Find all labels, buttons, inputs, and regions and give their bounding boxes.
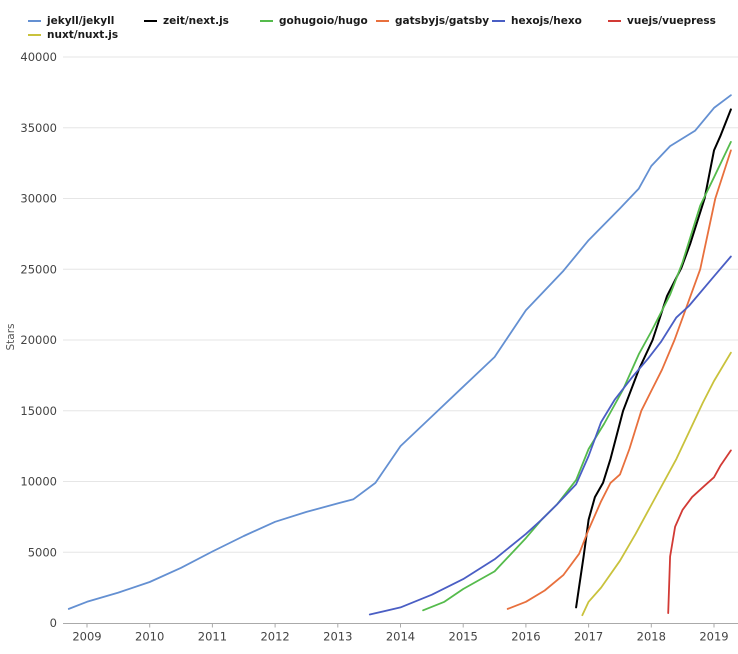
- y-tick-label-10000: 10000: [20, 475, 57, 489]
- legend-swatch-gatsby: [376, 20, 389, 22]
- legend-swatch-vuepress: [608, 20, 621, 22]
- x-tick-label-2012: 2012: [260, 630, 289, 644]
- y-tick-label-35000: 35000: [20, 121, 57, 135]
- legend-label: gohugoio/hugo: [279, 15, 368, 27]
- x-tick-label-2019: 2019: [699, 630, 728, 644]
- x-tick-label-2010: 2010: [135, 630, 164, 644]
- y-tick-label-40000: 40000: [20, 50, 57, 64]
- series-line-zeit-next-js: [575, 108, 732, 609]
- legend-item-jekyll[interactable]: jekyll/jekyll: [28, 14, 144, 28]
- legend-label: hexojs/hexo: [511, 15, 582, 27]
- y-tick-label-25000: 25000: [20, 262, 57, 276]
- x-tick-label-2011: 2011: [198, 630, 227, 644]
- legend-label: zeit/next.js: [163, 15, 229, 27]
- series-line-nuxt-nuxt-js: [581, 351, 732, 617]
- y-tick-label-15000: 15000: [20, 404, 57, 418]
- legend-label: gatsbyjs/gatsby: [395, 15, 490, 27]
- legend-swatch-hexo: [492, 20, 505, 22]
- legend-label: nuxt/nuxt.js: [47, 29, 119, 41]
- legend-item-gatsby[interactable]: gatsbyjs/gatsby: [376, 14, 492, 28]
- x-tick-label-2016: 2016: [511, 630, 540, 644]
- series-line-gohugoio-hugo: [422, 140, 732, 612]
- x-tick-label-2015: 2015: [449, 630, 478, 644]
- x-tick-label-2009: 2009: [72, 630, 101, 644]
- x-tick-label-2013: 2013: [323, 630, 352, 644]
- legend-item-nextjs[interactable]: zeit/next.js: [144, 14, 260, 28]
- x-tick-label-2017: 2017: [574, 630, 603, 644]
- legend-swatch-nextjs: [144, 20, 157, 22]
- chart-legend: jekyll/jekyll zeit/next.js gohugoio/hugo…: [0, 14, 738, 42]
- series-line-vuejs-vuepress: [667, 449, 732, 614]
- y-axis-title: Stars: [5, 323, 17, 350]
- legend-item-hexo[interactable]: hexojs/hexo: [492, 14, 608, 28]
- y-tick-label-5000: 5000: [28, 545, 57, 559]
- series-line-jekyll-jekyll: [67, 94, 732, 610]
- x-tick-label-2014: 2014: [386, 630, 415, 644]
- legend-item-nuxt[interactable]: nuxt/nuxt.js: [28, 28, 144, 42]
- legend-item-vuepress[interactable]: vuejs/vuepress: [608, 14, 724, 28]
- legend-swatch-hugo: [260, 20, 273, 22]
- y-tick-label-30000: 30000: [20, 192, 57, 206]
- y-tick-label-0: 0: [50, 616, 57, 630]
- series-line-hexojs-hexo: [368, 255, 732, 616]
- legend-label: jekyll/jekyll: [47, 15, 115, 27]
- x-tick-label-2018: 2018: [637, 630, 666, 644]
- legend-swatch-jekyll: [28, 20, 41, 22]
- y-tick-label-20000: 20000: [20, 333, 57, 347]
- legend-item-hugo[interactable]: gohugoio/hugo: [260, 14, 376, 28]
- series-line-gatsbyjs-gatsby: [506, 149, 732, 610]
- legend-label: vuejs/vuepress: [627, 15, 716, 27]
- legend-swatch-nuxt: [28, 34, 41, 36]
